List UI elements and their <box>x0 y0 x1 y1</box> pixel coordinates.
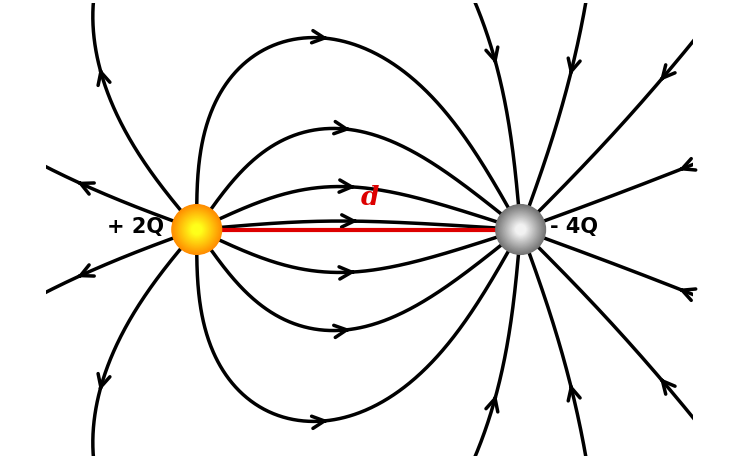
Circle shape <box>191 224 202 235</box>
Circle shape <box>505 214 536 245</box>
Circle shape <box>516 225 525 234</box>
Circle shape <box>179 212 214 247</box>
Circle shape <box>500 209 541 250</box>
Circle shape <box>191 224 202 235</box>
Circle shape <box>514 224 527 235</box>
Circle shape <box>499 207 542 252</box>
Circle shape <box>175 208 218 251</box>
Circle shape <box>505 214 537 245</box>
Text: - 4Q: - 4Q <box>550 218 598 237</box>
Circle shape <box>502 211 539 248</box>
Circle shape <box>187 220 206 239</box>
Circle shape <box>189 222 204 237</box>
Circle shape <box>172 205 222 254</box>
Circle shape <box>515 224 526 235</box>
Circle shape <box>512 221 529 238</box>
Circle shape <box>498 207 543 252</box>
Circle shape <box>497 205 545 254</box>
Circle shape <box>185 217 209 242</box>
Circle shape <box>192 225 202 234</box>
Circle shape <box>504 213 537 246</box>
Circle shape <box>181 214 213 245</box>
Circle shape <box>513 221 529 238</box>
Circle shape <box>180 213 214 246</box>
Circle shape <box>188 221 205 238</box>
Circle shape <box>501 210 540 249</box>
Circle shape <box>510 218 531 241</box>
Circle shape <box>185 218 208 241</box>
Circle shape <box>508 217 534 242</box>
Circle shape <box>182 214 212 245</box>
Circle shape <box>176 209 217 250</box>
Circle shape <box>511 219 531 240</box>
Circle shape <box>185 218 208 241</box>
Text: d: d <box>360 185 379 210</box>
Circle shape <box>190 223 203 236</box>
Circle shape <box>174 206 220 253</box>
Text: + 2Q: + 2Q <box>107 218 164 237</box>
Circle shape <box>511 220 530 239</box>
Circle shape <box>501 210 541 249</box>
Circle shape <box>183 215 211 244</box>
Circle shape <box>186 219 207 240</box>
Circle shape <box>508 217 533 242</box>
Circle shape <box>497 206 544 253</box>
Circle shape <box>507 216 534 243</box>
Circle shape <box>503 213 538 246</box>
Circle shape <box>503 212 539 247</box>
Circle shape <box>509 218 532 241</box>
Circle shape <box>177 210 216 249</box>
Circle shape <box>174 207 219 252</box>
Circle shape <box>496 205 545 254</box>
Circle shape <box>174 207 219 252</box>
Circle shape <box>184 217 210 242</box>
Circle shape <box>513 222 528 237</box>
Circle shape <box>500 208 542 251</box>
Circle shape <box>178 211 215 248</box>
Circle shape <box>188 221 205 238</box>
Circle shape <box>180 213 214 246</box>
Circle shape <box>506 215 535 244</box>
Circle shape <box>177 210 217 249</box>
Circle shape <box>514 223 528 236</box>
Circle shape <box>173 205 221 254</box>
Circle shape <box>183 216 211 243</box>
